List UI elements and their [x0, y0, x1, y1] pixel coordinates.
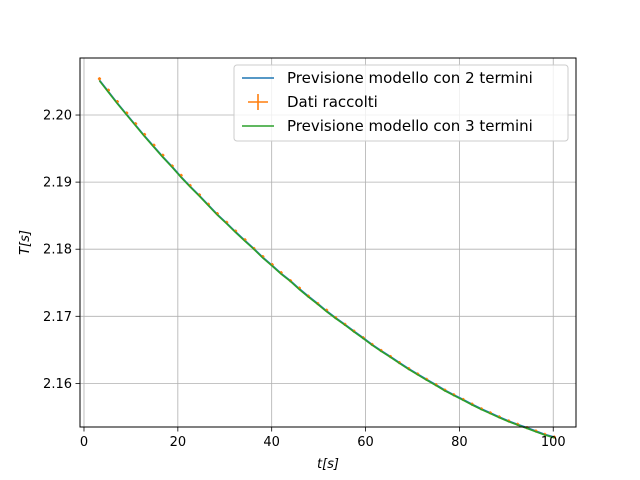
y-axis-label: T[s] [18, 230, 33, 255]
x-axis-label: t[s] [317, 457, 339, 472]
x-tick-label: 40 [263, 435, 280, 450]
y-tick-label: 2.18 [43, 243, 72, 258]
y-tick-label: 2.20 [43, 109, 72, 124]
legend-label: Previsione modello con 3 termini [287, 117, 533, 135]
y-tick-label: 2.16 [43, 377, 72, 392]
series-layer [97, 77, 556, 439]
y-tick-label: 2.19 [43, 176, 72, 191]
axis-ticks: 0 20 40 60 80 100 2.16 2.17 2.18 2.19 2.20 [43, 109, 566, 450]
x-tick-label: 20 [170, 435, 187, 450]
y-tick-label: 2.17 [43, 310, 72, 325]
x-tick-label: 60 [357, 435, 374, 450]
legend-label: Dati raccolti [287, 93, 378, 111]
data-point [98, 77, 101, 81]
x-tick-label: 0 [80, 435, 88, 450]
series-line-three-terms [98, 80, 555, 439]
legend-label: Previsione modello con 2 termini [287, 69, 533, 87]
legend: Previsione modello con 2 termini Dati rac… [233, 64, 569, 142]
legend-box [233, 64, 569, 142]
plot-frame [79, 57, 577, 428]
x-tick-label: 100 [541, 435, 566, 450]
x-tick-label: 80 [451, 435, 468, 450]
